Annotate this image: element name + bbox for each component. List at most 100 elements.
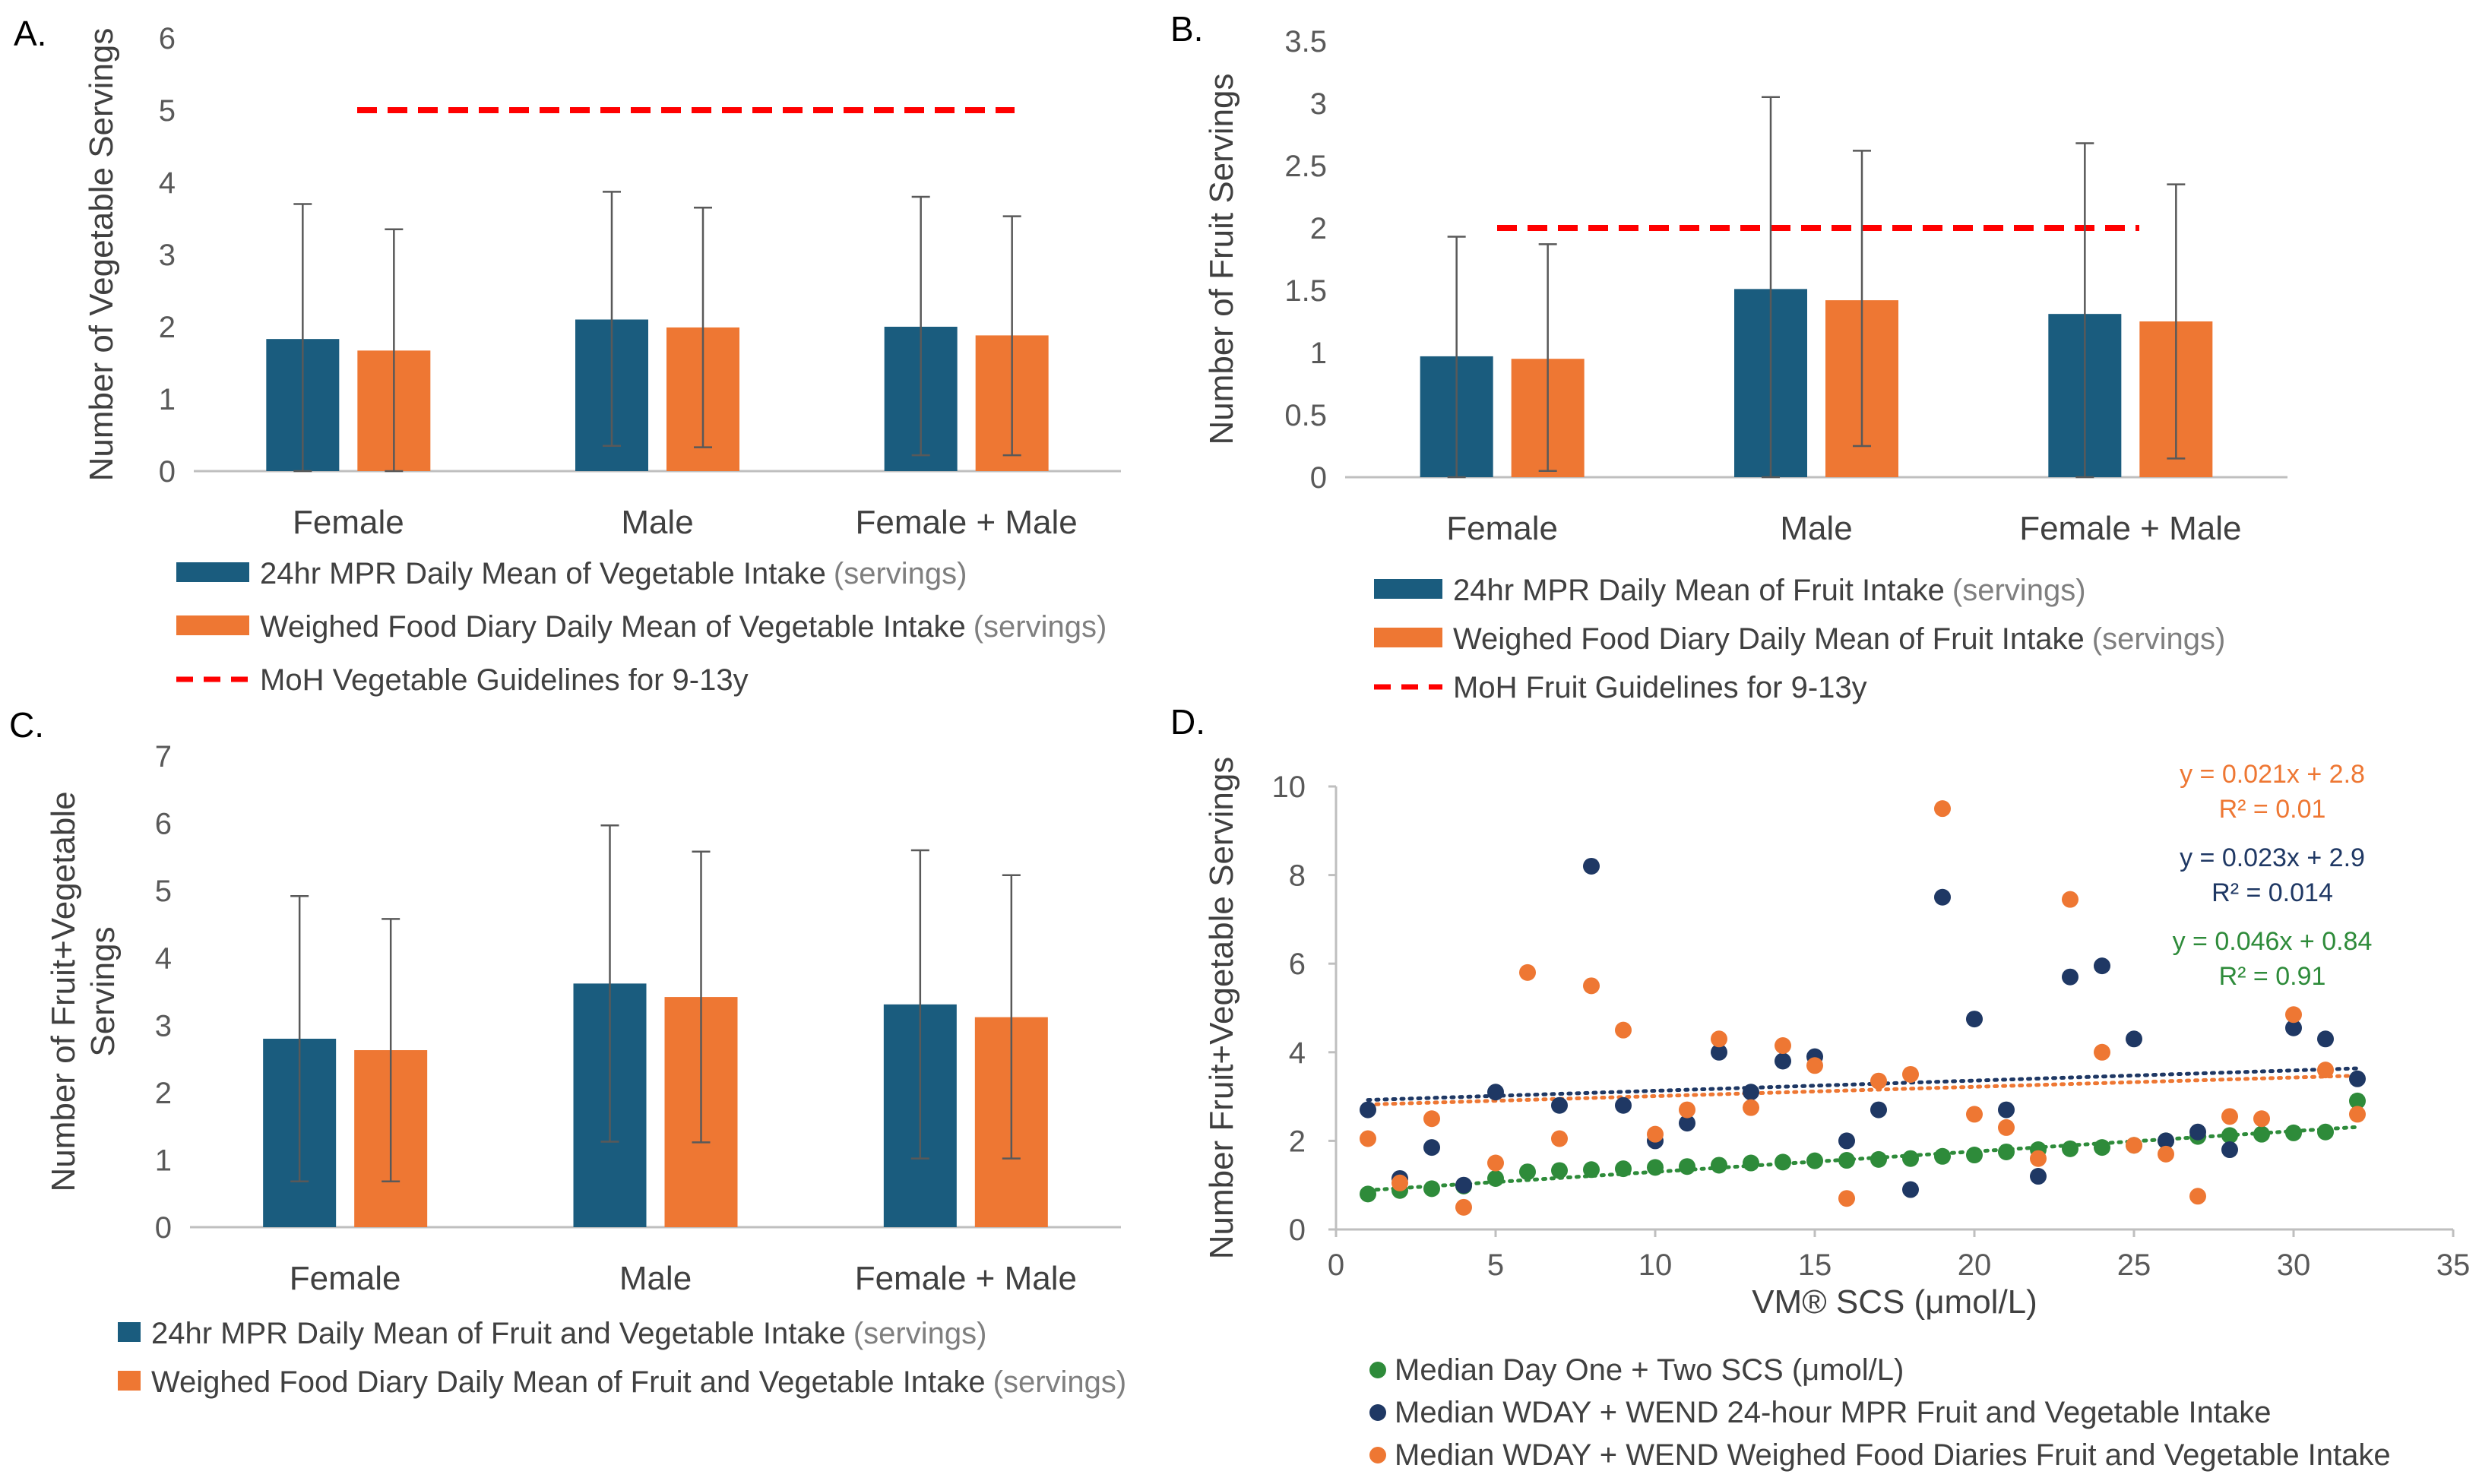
x-tick-label: 30: [2277, 1248, 2311, 1282]
data-point-green: [1775, 1153, 1791, 1171]
x-category-label: Female: [293, 504, 404, 541]
data-point-orange: [1902, 1065, 1919, 1083]
data-point-green: [1615, 1160, 1632, 1178]
data-point-navy: [2221, 1141, 2238, 1159]
trend-equation-green: y = 0.046x + 0.84: [2173, 927, 2373, 956]
legend-label: Weighed Food Diary Daily Mean of Fruit a…: [151, 1365, 1126, 1399]
legend-label: Weighed Food Diary Daily Mean of Fruit I…: [1453, 622, 2225, 656]
data-point-navy: [1423, 1139, 1440, 1157]
data-point-orange: [1870, 1072, 1887, 1090]
y-tick-label: 10: [1272, 770, 1306, 804]
y-tick-label: 3: [1310, 87, 1327, 121]
legend-label: 24hr MPR Daily Mean of Fruit Intake (serv…: [1453, 574, 2086, 607]
data-point-orange: [2221, 1108, 2238, 1125]
data-point-green: [1711, 1157, 1727, 1174]
data-point-orange: [1934, 800, 1951, 818]
trendline-navy: [1366, 1066, 2360, 1103]
y-tick-label: 4: [1289, 1036, 1306, 1070]
data-point-orange: [1647, 1125, 1664, 1143]
y-tick-label: 0: [155, 1211, 172, 1245]
legend-label: Median WDAY + WEND 24-hour MPR Fruit and…: [1395, 1396, 2272, 1429]
trendline-green: [1366, 1125, 2360, 1192]
legend-series-name: 24hr MPR Daily Mean of Fruit and Vegetab…: [151, 1317, 846, 1350]
data-point-orange: [1838, 1190, 1855, 1207]
data-point-orange: [1391, 1174, 1408, 1191]
data-point-orange: [2158, 1145, 2174, 1163]
legend-series-name: Weighed Food Diary Daily Mean of Vegetab…: [260, 610, 966, 644]
data-point-orange: [1966, 1106, 1983, 1123]
data-point-orange: [2062, 891, 2078, 908]
legend-unit: (servings): [1952, 574, 2086, 607]
x-axis-title: VM® SCS (μmol/L): [1752, 1283, 2037, 1321]
data-point-green: [1838, 1152, 1855, 1169]
data-point-orange: [1743, 1099, 1759, 1116]
legend-series-name: Weighed Food Diary Daily Mean of Fruit I…: [1453, 622, 2085, 656]
y-tick-label: 1: [1310, 337, 1327, 370]
data-point-green: [1487, 1169, 1504, 1187]
legend-marker-green: [1369, 1362, 1386, 1378]
data-point-orange: [2030, 1150, 2047, 1167]
x-category-label: Male: [621, 504, 693, 541]
data-point-orange: [2253, 1110, 2270, 1128]
y-tick-label: 1: [155, 1144, 172, 1177]
y-tick-label: 0: [1310, 461, 1327, 495]
data-point-navy: [1551, 1096, 1568, 1114]
legend-series-name: Weighed Food Diary Daily Mean of Fruit a…: [151, 1365, 986, 1399]
data-point-orange: [1711, 1030, 1727, 1048]
data-point-green: [1647, 1159, 1664, 1176]
y-tick-label: 0: [159, 455, 176, 489]
y-tick-label: 3: [159, 239, 176, 272]
data-point-green: [2221, 1127, 2238, 1144]
data-point-navy: [2317, 1030, 2334, 1048]
data-point-green: [2094, 1139, 2110, 1157]
data-point-navy: [1775, 1052, 1791, 1070]
data-point-orange: [2349, 1106, 2366, 1123]
legend-swatch: [176, 615, 249, 635]
x-category-label: Male: [619, 1260, 692, 1297]
data-point-green: [2285, 1124, 2302, 1141]
data-point-green: [2317, 1123, 2334, 1141]
trend-equation-navy: y = 0.023x + 2.9: [2180, 843, 2365, 872]
x-category-label: Male: [1780, 510, 1852, 547]
data-point-green: [1423, 1180, 1440, 1198]
x-tick-label: 0: [1328, 1248, 1344, 1282]
data-point-orange: [1519, 963, 1536, 981]
data-point-navy: [2094, 957, 2110, 975]
y-tick-label: 6: [1289, 948, 1306, 981]
data-point-orange: [2189, 1188, 2206, 1205]
data-point-navy: [2030, 1168, 2047, 1185]
chart-panel-a: 0 1 2 3 4 5 6 Female Male Female + Male Number of …: [83, 22, 1121, 697]
data-point-navy: [1487, 1084, 1504, 1101]
data-point-green: [1360, 1185, 1376, 1203]
legend-swatch: [176, 562, 249, 582]
y-tick-label: 5: [159, 94, 176, 128]
y-tick-label: 5: [155, 875, 172, 908]
data-point-green: [1679, 1158, 1695, 1175]
data-point-navy: [1360, 1101, 1376, 1119]
y-axis-title: Number of Fruit Servings: [1203, 73, 1240, 445]
data-point-green: [2253, 1125, 2270, 1143]
y-axis-title: Number Fruit+Vegetable Servings: [1203, 757, 1240, 1260]
data-point-navy: [1934, 888, 1951, 906]
x-category-label: Female + Male: [856, 504, 1078, 541]
chart-panel-d: 0 5 10 15 20 25 30 35 0 2 4 6 8 10 VM® SCS (μmol/L) Num…: [1203, 757, 2470, 1472]
data-point-orange: [1679, 1101, 1695, 1119]
x-tick-label: 20: [1958, 1248, 1992, 1282]
x-category-label: Female + Male: [2019, 510, 2241, 547]
x-tick-label: 25: [2117, 1248, 2151, 1282]
legend-unit: (servings): [974, 610, 1107, 644]
legend-marker-navy: [1369, 1404, 1386, 1421]
data-point-green: [1806, 1152, 1823, 1169]
legend-unit: (servings): [853, 1317, 987, 1350]
legend-label: Median WDAY + WEND Weighed Food Diaries …: [1395, 1438, 2391, 1472]
y-tick-label: 2: [1289, 1125, 1306, 1158]
data-point-orange: [1423, 1110, 1440, 1128]
data-point-orange: [1487, 1154, 1504, 1172]
x-tick-label: 10: [1638, 1248, 1673, 1282]
data-point-orange: [2285, 1006, 2302, 1024]
trend-r2-navy: R² = 0.014: [2211, 878, 2333, 907]
data-point-navy: [2285, 1019, 2302, 1036]
y-tick-label: 4: [159, 166, 176, 200]
data-point-green: [1966, 1147, 1983, 1164]
data-point-green: [1519, 1163, 1536, 1181]
